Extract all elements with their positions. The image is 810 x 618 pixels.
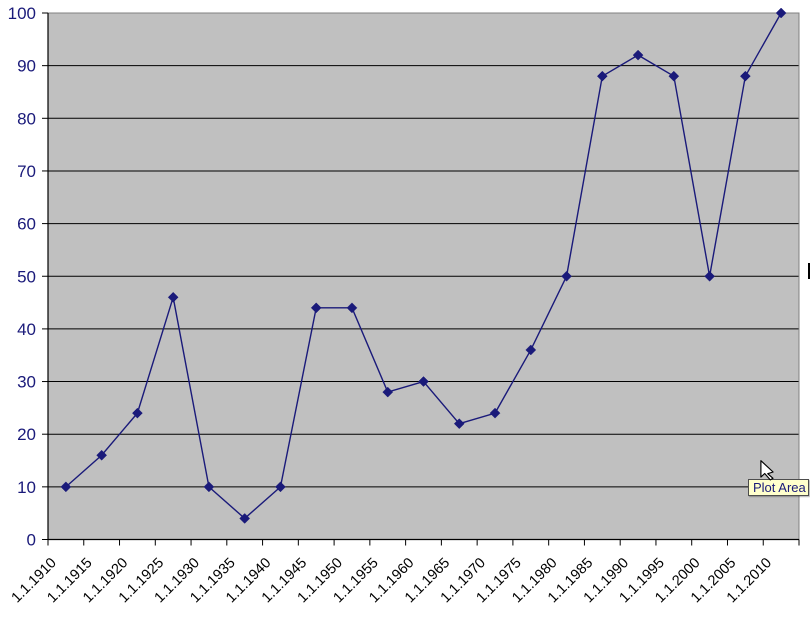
svg-text:10: 10 [17,478,36,497]
svg-text:80: 80 [17,109,36,128]
svg-text:60: 60 [17,215,36,234]
svg-text:90: 90 [17,57,36,76]
svg-text:30: 30 [17,373,36,392]
svg-text:0: 0 [27,531,36,550]
svg-text:40: 40 [17,320,36,339]
svg-text:20: 20 [17,425,36,444]
svg-text:100: 100 [8,4,36,23]
svg-text:50: 50 [17,267,36,286]
svg-text:70: 70 [17,162,36,181]
